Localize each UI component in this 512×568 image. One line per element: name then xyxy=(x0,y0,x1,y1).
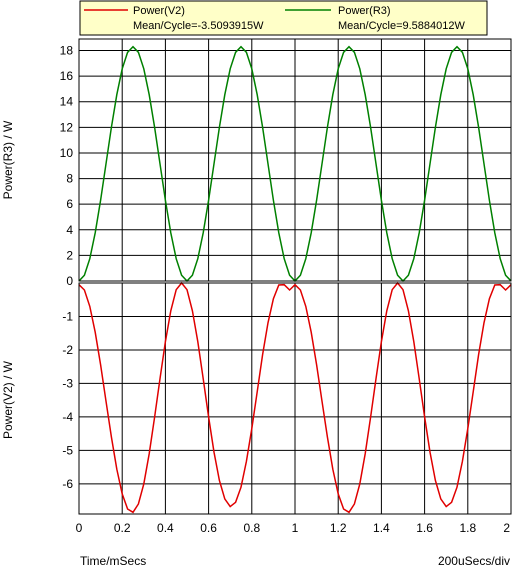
legend: Power(V2) Mean/Cycle=-3.5093915W Power(R… xyxy=(79,0,488,36)
bottom-y-tick-label: -6 xyxy=(62,477,73,491)
top-y-tick-label: 2 xyxy=(66,248,73,262)
x-tick-label: 2 xyxy=(503,521,510,535)
top-y-tick-label: 16 xyxy=(60,69,74,83)
bottom-plot-frame xyxy=(78,282,512,515)
bottom-y-tick-label: -4 xyxy=(62,410,73,424)
top-plot-frame xyxy=(78,38,512,282)
legend-item-r3: Power(R3) Mean/Cycle=9.5884012W xyxy=(285,5,465,32)
top-y-tick-label: 10 xyxy=(60,146,74,160)
top-y-tick-label: 8 xyxy=(66,172,73,186)
top-y-tick-label: 12 xyxy=(60,120,74,134)
x-tick-label: 0 xyxy=(76,521,83,535)
top-grid xyxy=(79,39,511,281)
x-tick-label: 1 xyxy=(292,521,299,535)
bottom-grid xyxy=(79,283,511,514)
x-tick-label: 0.4 xyxy=(157,521,174,535)
legend-mean-r3: Mean/Cycle=9.5884012W xyxy=(338,20,465,32)
x-scale-label: 200uSecs/div xyxy=(438,554,510,568)
x-tick-label: 1.2 xyxy=(330,521,347,535)
power-v2-line xyxy=(78,281,512,514)
x-tick-label: 1.8 xyxy=(459,521,476,535)
x-tick-label: 1.6 xyxy=(416,521,433,535)
top-y-tick-label: 4 xyxy=(66,223,73,237)
legend-label-r3: Power(R3) xyxy=(338,5,391,17)
power-v2-plot: -1 -2 -3 -4 -5 -6 0 0.2 0.4 0.6 0.8 1 1.2 1.4 1.6 1.8 2 xyxy=(62,281,512,535)
top-y-axis-label: Power(R3) / W xyxy=(1,120,15,199)
legend-mean-v2: Mean/Cycle=-3.5093915W xyxy=(133,20,264,32)
x-axis-label: Time/mSecs xyxy=(80,554,146,568)
x-tick-label: 0.6 xyxy=(200,521,217,535)
top-y-tick-label: 6 xyxy=(66,197,73,211)
legend-label-v2: Power(V2) xyxy=(133,5,185,17)
bottom-y-axis-label: Power(V2) / W xyxy=(1,360,15,439)
top-y-tick-label: 14 xyxy=(60,95,74,109)
bottom-y-tick-label: -3 xyxy=(62,376,73,390)
bottom-y-tick-label: -2 xyxy=(62,343,73,357)
x-tick-label: 1.4 xyxy=(373,521,390,535)
top-y-ticks: 0 2 4 6 8 10 12 14 16 18 xyxy=(60,44,74,288)
legend-item-v2: Power(V2) Mean/Cycle=-3.5093915W xyxy=(84,5,264,32)
x-ticks: 0 0.2 0.4 0.6 0.8 1 1.2 1.4 1.6 1.8 2 xyxy=(76,521,511,535)
top-y-tick-label: 18 xyxy=(60,44,74,58)
power-r3-plot: 0 2 4 6 8 10 12 14 16 18 xyxy=(60,38,512,288)
bottom-y-ticks: -1 -2 -3 -4 -5 -6 xyxy=(62,309,73,490)
x-tick-label: 0.2 xyxy=(114,521,131,535)
top-y-tick-label: 0 xyxy=(66,274,73,288)
x-tick-label: 0.8 xyxy=(243,521,260,535)
bottom-y-tick-label: -5 xyxy=(62,443,73,457)
bottom-y-tick-label: -1 xyxy=(62,309,73,323)
